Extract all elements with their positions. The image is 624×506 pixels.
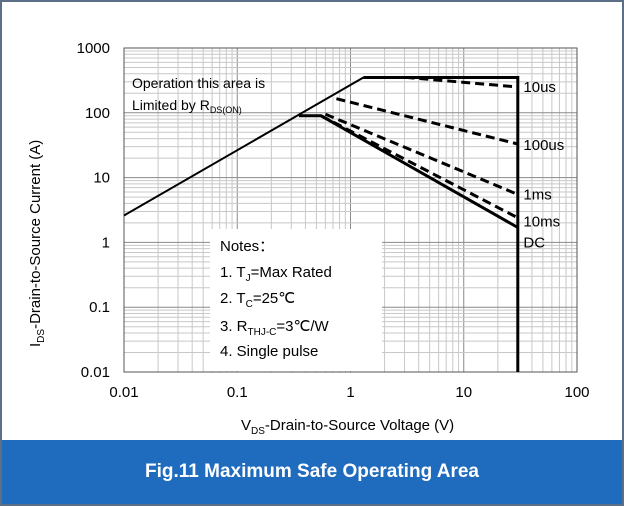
vds-limit-line [363, 76, 520, 372]
series-label-10ms: 10ms [523, 214, 560, 231]
figure-caption: Fig.11 Maximum Safe Operating Area [2, 440, 622, 504]
y-tick-label: 0.1 [89, 299, 110, 316]
y-tick-label: 0.01 [81, 364, 110, 381]
series-label-100us: 100us [523, 137, 564, 154]
x-tick-label: 0.1 [227, 384, 248, 401]
notes-item: 4. Single pulse [220, 343, 318, 360]
notes-item: 1. TJ=Max Rated [220, 264, 332, 284]
series-line-100us [336, 97, 519, 146]
series-lines [123, 76, 520, 372]
x-tick-label: 100 [564, 384, 589, 401]
series-line-DC [298, 114, 519, 229]
y-axis-label: IDS-Drain-to-Source Current (A) [27, 140, 47, 347]
y-tick-label: 100 [85, 105, 110, 122]
notes-title: Notes： [220, 238, 274, 255]
x-axis-label: VDS-Drain-to-Source Voltage (V) [241, 417, 454, 437]
notes-item: 2. TC=25℃ [220, 290, 295, 310]
series-line-10us [363, 76, 518, 89]
x-tick-label: 10 [455, 384, 472, 401]
tick-labels: 0.01 0.1 1 10 100 0.01 0.1 1 10 100 1000 [77, 40, 590, 401]
series-labels: 10us 100us 1ms 10ms DC [523, 79, 564, 251]
notes-item: 3. RTHJ-C=3℃/W [220, 318, 330, 338]
soa-chart: 0.01 0.1 1 10 100 0.01 0.1 1 10 100 1000 10us 100us… [27, 40, 590, 437]
series-label-DC: DC [523, 234, 545, 251]
y-tick-label: 1 [102, 234, 110, 251]
series-label-10us: 10us [523, 79, 556, 96]
series-line-1ms [324, 112, 519, 196]
y-tick-label: 10 [93, 170, 110, 187]
rdson-limit-line [123, 76, 364, 217]
rdson-note-line2: Limited by RDS(ON) [132, 97, 242, 115]
plot-border [123, 47, 578, 373]
y-tick-label: 1000 [77, 40, 110, 57]
series-label-1ms: 1ms [523, 186, 551, 203]
rdson-note-line1: Operation this area is [132, 75, 265, 91]
notes-background [210, 229, 382, 371]
x-tick-label: 0.01 [109, 384, 138, 401]
notes-box: Notes： 1. TJ=Max Rated 2. TC=25℃ 3. RTHJ… [210, 229, 382, 371]
x-tick-label: 1 [346, 384, 354, 401]
